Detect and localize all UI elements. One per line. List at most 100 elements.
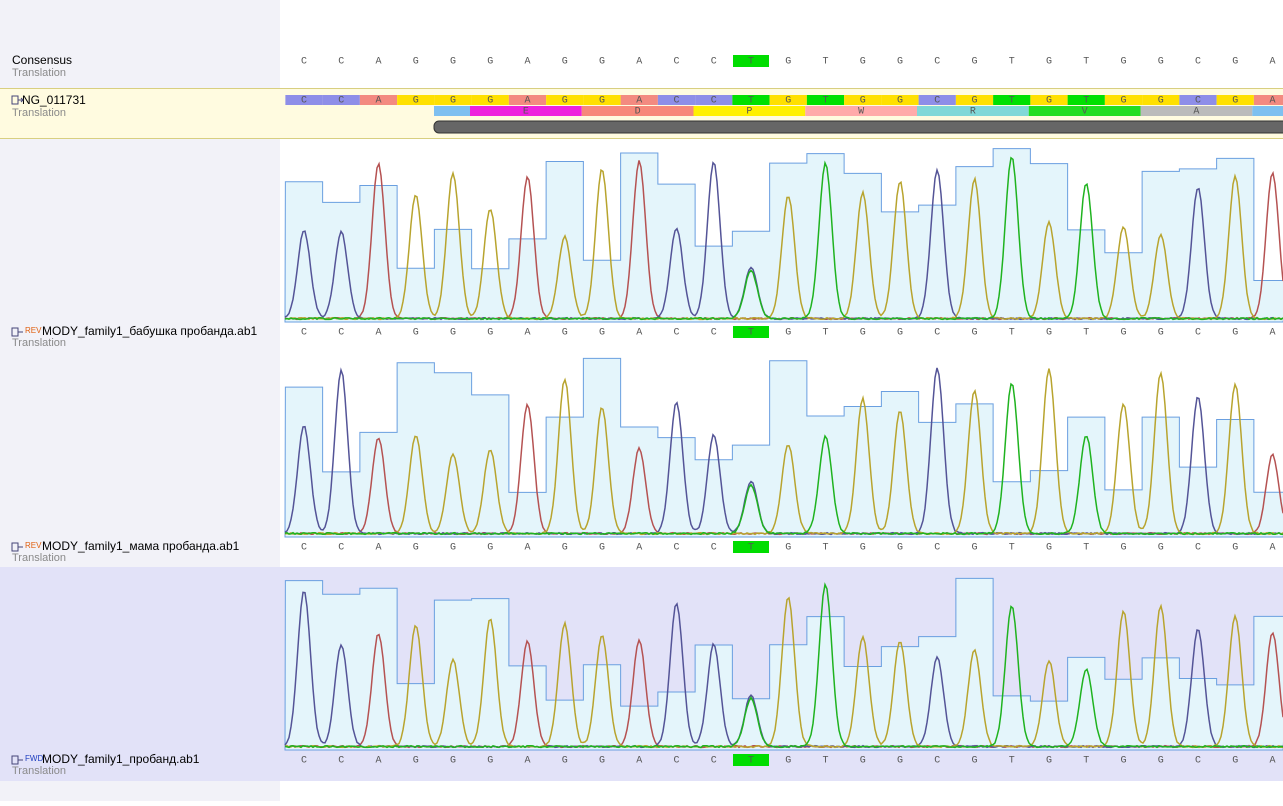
reference-name[interactable]: NG_011731 (22, 93, 86, 107)
amino-acid: R (970, 107, 976, 118)
base: C (1195, 543, 1201, 554)
direction: REV (25, 541, 42, 550)
track-name[interactable]: MODY_family1_мама пробанда.ab1 (42, 539, 240, 553)
base: T (748, 543, 754, 554)
base: G (487, 543, 493, 554)
amino-acid: P (746, 107, 752, 118)
direction: REV (25, 326, 42, 335)
trace-track (285, 149, 1283, 322)
base: C (673, 57, 679, 68)
base: G (971, 756, 977, 767)
base: C (934, 96, 940, 107)
base: A (1269, 96, 1275, 107)
base: G (1232, 96, 1238, 107)
base: T (1009, 756, 1015, 767)
base: C (301, 543, 307, 554)
base: T (822, 96, 828, 107)
base: G (971, 96, 977, 107)
base: T (822, 57, 828, 68)
track-name[interactable]: MODY_family1_бабушка пробанда.ab1 (42, 324, 257, 338)
base: T (748, 756, 754, 767)
base: C (301, 756, 307, 767)
base: G (860, 57, 866, 68)
base: G (599, 543, 605, 554)
base: C (934, 57, 940, 68)
reference-sublabel: Translation (12, 107, 66, 119)
base: G (450, 96, 456, 107)
amino-acid: A (1193, 107, 1199, 118)
base: G (1120, 57, 1126, 68)
base: G (971, 57, 977, 68)
base: G (785, 96, 791, 107)
base: G (971, 328, 977, 339)
base: G (450, 328, 456, 339)
base: G (1232, 328, 1238, 339)
base: C (711, 328, 717, 339)
base: C (1195, 328, 1201, 339)
base: G (487, 57, 493, 68)
base: T (1083, 96, 1089, 107)
base: C (1195, 756, 1201, 767)
base: G (562, 543, 568, 554)
base: G (1046, 328, 1052, 339)
base: T (1083, 543, 1089, 554)
base: T (1083, 57, 1089, 68)
base: G (413, 96, 419, 107)
base: A (636, 756, 642, 767)
base: G (487, 96, 493, 107)
base: G (1120, 756, 1126, 767)
base: G (1232, 543, 1238, 554)
amino-acid: D (635, 107, 641, 118)
base: G (413, 57, 419, 68)
aa-box (1252, 106, 1283, 116)
base: G (562, 57, 568, 68)
base: C (338, 57, 344, 68)
base: G (897, 57, 903, 68)
base: A (636, 96, 642, 107)
base: A (636, 57, 642, 68)
base: G (599, 756, 605, 767)
base: G (1232, 756, 1238, 767)
base: G (599, 96, 605, 107)
base: T (1009, 96, 1015, 107)
base-box (1254, 95, 1283, 105)
base: G (785, 57, 791, 68)
base: T (1083, 756, 1089, 767)
base: C (673, 328, 679, 339)
consensus-label: Consensus (12, 53, 72, 67)
direction: FWD (25, 754, 43, 763)
base: G (1158, 756, 1164, 767)
base: G (971, 543, 977, 554)
base: C (711, 543, 717, 554)
base: A (524, 328, 530, 339)
base: A (524, 57, 530, 68)
base: T (1083, 328, 1089, 339)
base: G (785, 756, 791, 767)
track-sublabel: Translation (12, 552, 66, 564)
base: A (1269, 543, 1275, 554)
base: G (1158, 328, 1164, 339)
trace-track (285, 358, 1283, 537)
base: C (338, 328, 344, 339)
base: G (860, 756, 866, 767)
base: A (1269, 756, 1275, 767)
base: G (785, 328, 791, 339)
base: C (673, 543, 679, 554)
base: G (413, 543, 419, 554)
base: T (1009, 328, 1015, 339)
base: A (375, 96, 381, 107)
base: G (1046, 543, 1052, 554)
aa-box (434, 106, 470, 116)
base: G (1232, 57, 1238, 68)
base: G (1158, 57, 1164, 68)
base: G (897, 543, 903, 554)
base: G (860, 543, 866, 554)
base: C (301, 96, 307, 107)
base: T (822, 756, 828, 767)
base: C (1195, 96, 1201, 107)
base: G (562, 756, 568, 767)
base: G (897, 96, 903, 107)
base: C (301, 328, 307, 339)
base: G (413, 328, 419, 339)
base: C (934, 328, 940, 339)
